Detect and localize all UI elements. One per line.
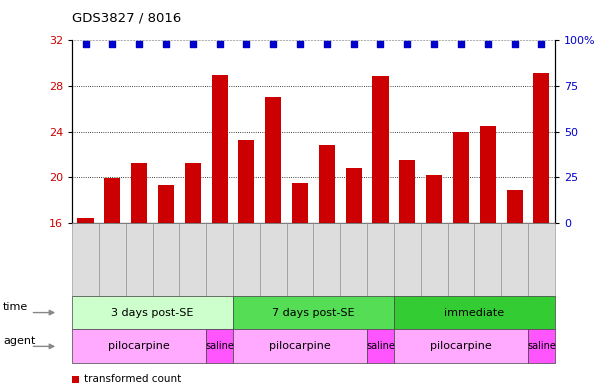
Point	[268, 41, 278, 47]
Point	[188, 41, 197, 47]
Bar	[453, 131, 469, 223]
Point	[322, 41, 332, 47]
Bar	[238, 139, 254, 223]
Point	[214, 41, 224, 47]
Bar	[373, 76, 389, 223]
Text: immediate: immediate	[444, 308, 505, 318]
Point	[510, 41, 519, 47]
Point	[429, 41, 439, 47]
Text: time: time	[3, 302, 28, 312]
Bar	[399, 160, 415, 223]
Point	[349, 41, 359, 47]
Text: 7 days post-SE: 7 days post-SE	[272, 308, 355, 318]
Bar	[78, 218, 93, 223]
Bar	[426, 175, 442, 223]
Bar	[265, 97, 281, 223]
Point	[536, 41, 546, 47]
Text: pilocarpine: pilocarpine	[108, 341, 170, 351]
Text: agent: agent	[3, 336, 35, 346]
Point	[483, 41, 492, 47]
Point	[456, 41, 466, 47]
Text: pilocarpine: pilocarpine	[430, 341, 492, 351]
Bar	[185, 164, 201, 223]
Text: GDS3827 / 8016: GDS3827 / 8016	[72, 12, 181, 25]
Text: saline: saline	[527, 341, 556, 351]
Bar	[104, 178, 120, 223]
Point	[403, 41, 412, 47]
Text: saline: saline	[205, 341, 234, 351]
Bar	[480, 126, 496, 223]
Bar	[533, 73, 549, 223]
Point	[376, 41, 386, 47]
Bar	[211, 74, 228, 223]
Point	[108, 41, 117, 47]
Point	[241, 41, 251, 47]
Point	[81, 41, 90, 47]
Bar	[158, 185, 174, 223]
Bar	[319, 145, 335, 223]
Bar	[346, 168, 362, 223]
Point	[134, 41, 144, 47]
Bar	[131, 164, 147, 223]
Text: saline: saline	[366, 341, 395, 351]
Text: 3 days post-SE: 3 days post-SE	[111, 308, 194, 318]
Text: pilocarpine: pilocarpine	[269, 341, 331, 351]
Point	[161, 41, 171, 47]
Point	[295, 41, 305, 47]
Bar	[507, 190, 522, 223]
Text: transformed count: transformed count	[84, 374, 181, 384]
Bar	[292, 183, 308, 223]
